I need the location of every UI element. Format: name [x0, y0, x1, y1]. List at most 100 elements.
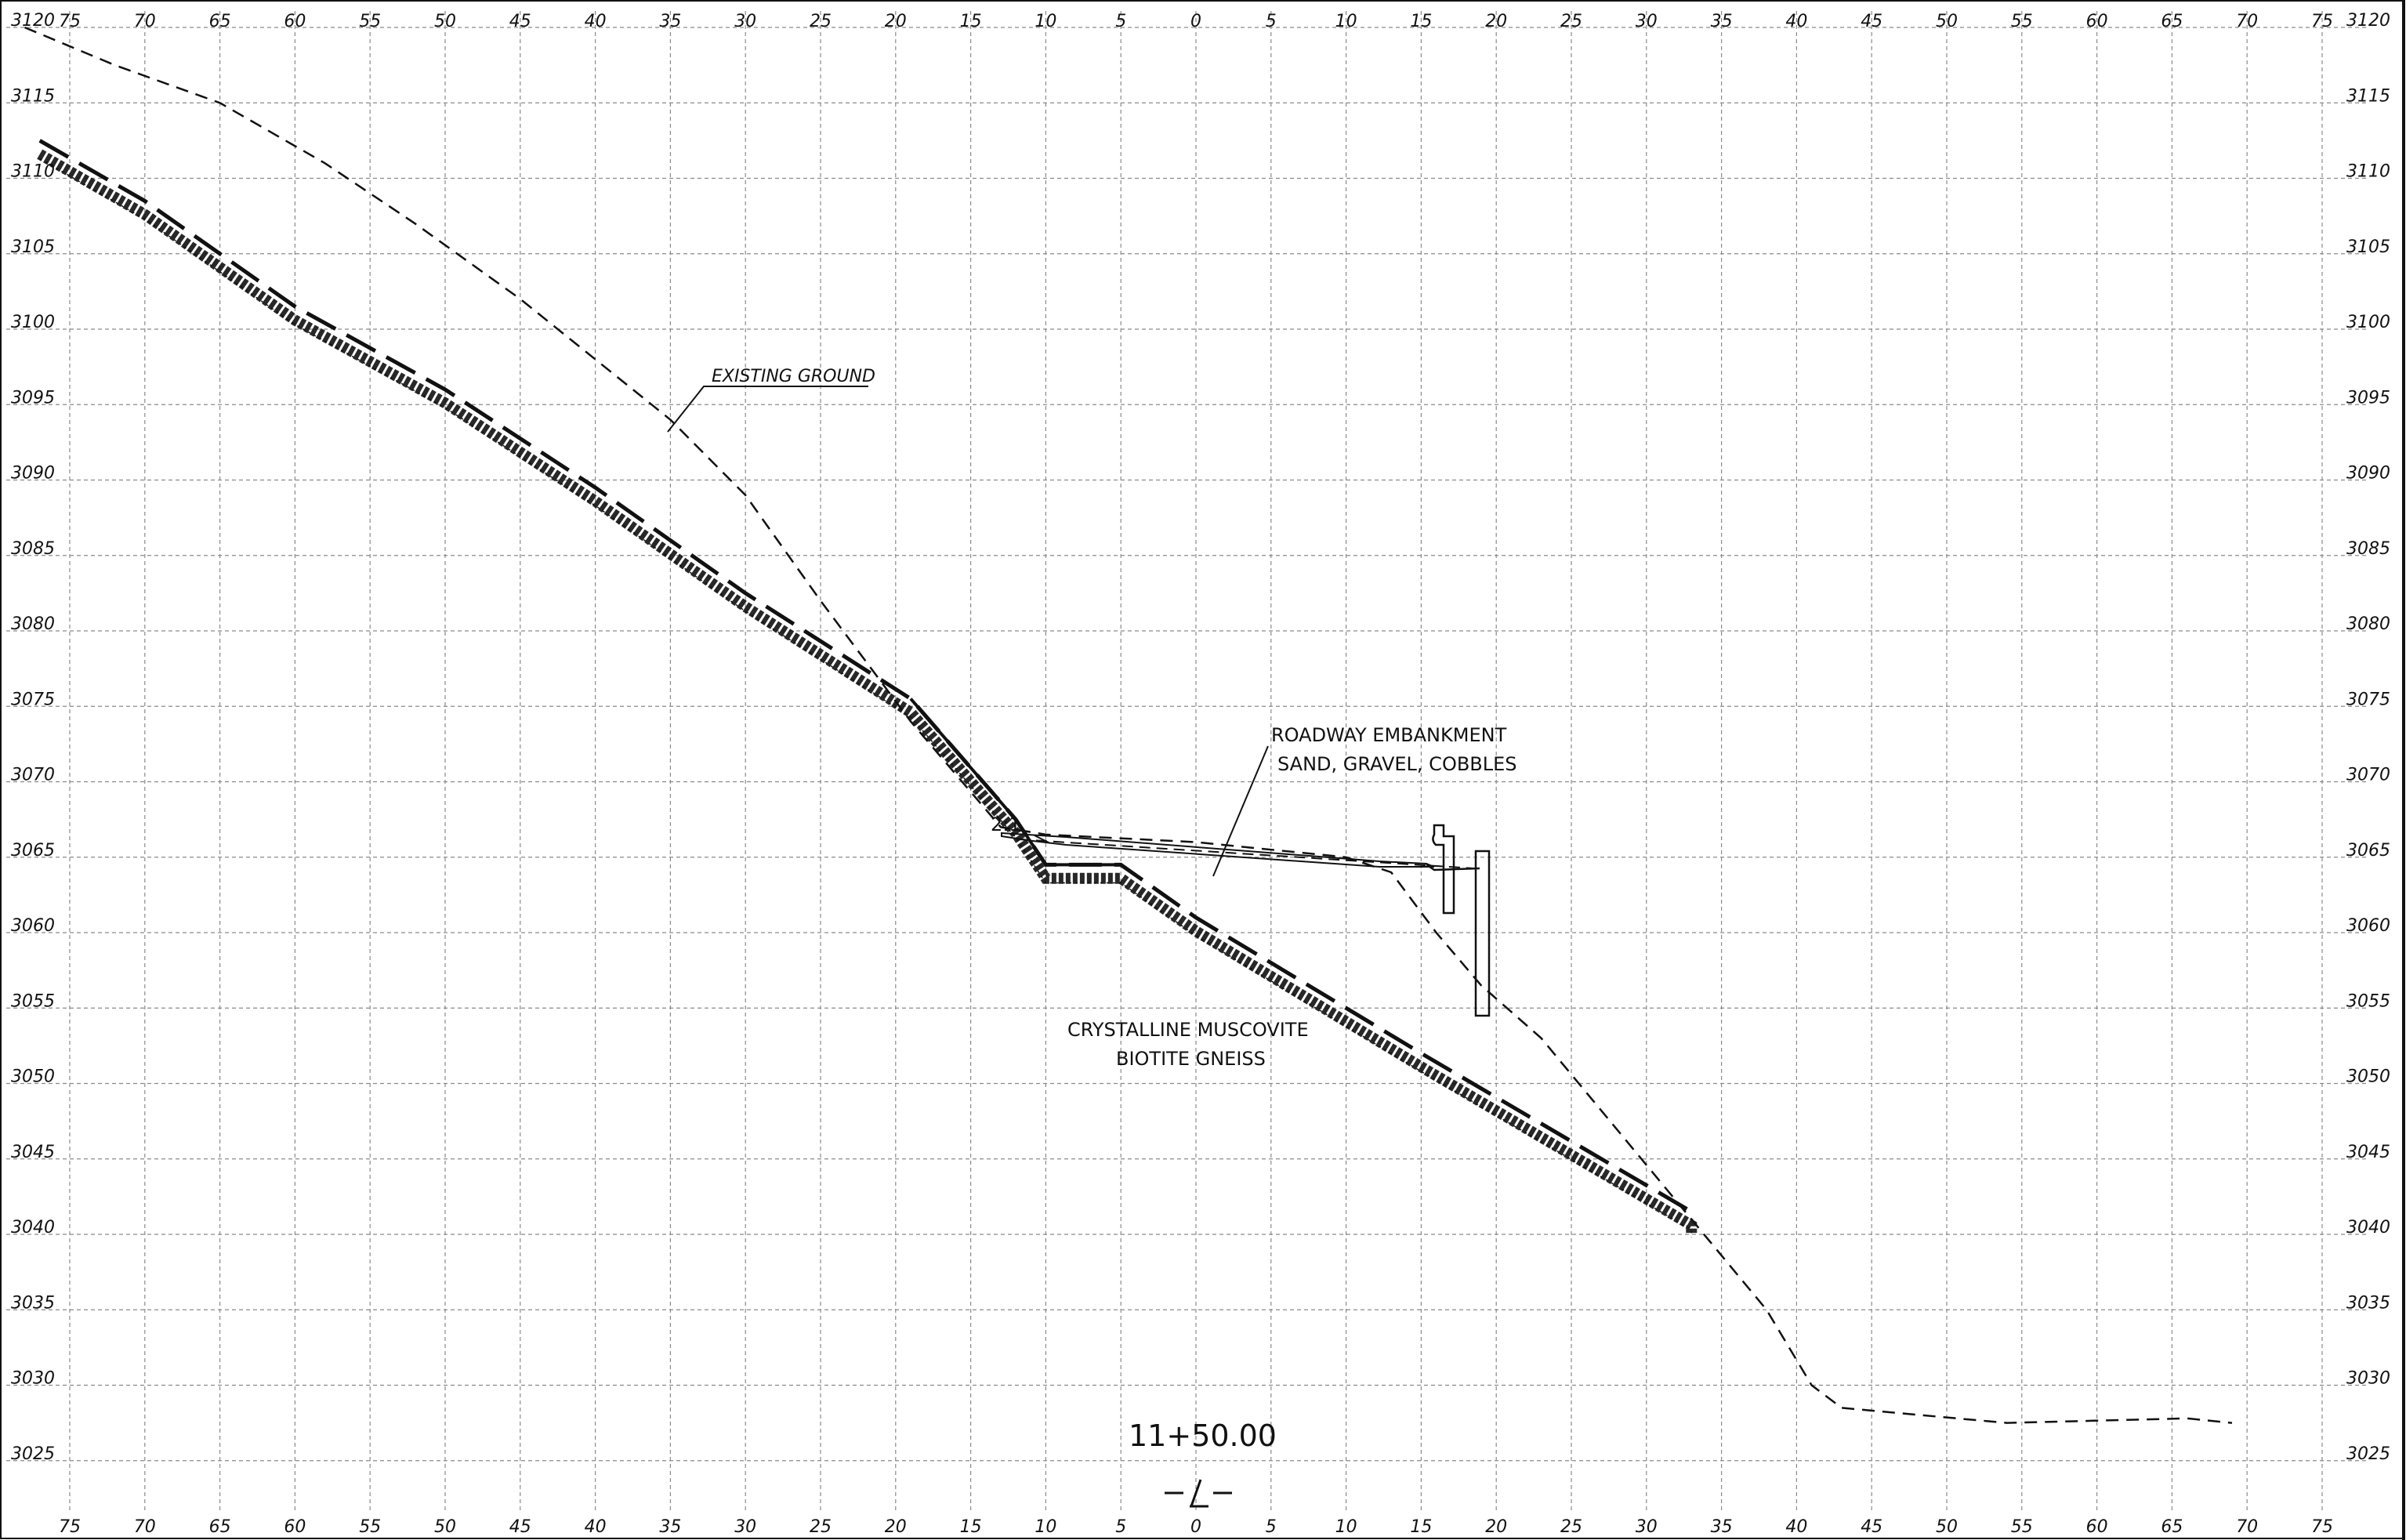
elevation-tick-label-right: 3070	[2346, 766, 2390, 785]
offset-tick-label-top: 10	[1035, 12, 1056, 31]
station-label: 11+50.00	[1129, 1419, 1277, 1453]
offset-tick-label-top: 30	[1636, 12, 1658, 31]
slope-label: 2:1	[991, 813, 1021, 835]
elevation-tick-label-right: 3090	[2346, 464, 2390, 484]
offset-tick-label-top: 65	[209, 12, 231, 31]
elevation-tick-label-left: 3030	[11, 1369, 55, 1389]
elevation-tick-label-left: 3055	[11, 991, 55, 1011]
offset-tick-label-top: 70	[134, 12, 156, 31]
elevation-tick-label-left: 3105	[11, 237, 55, 257]
roadway-structure	[1001, 745, 1491, 1017]
offset-tick-label-top: 50	[434, 12, 456, 31]
pavement-edge	[1034, 835, 1051, 844]
offset-tick-label-bottom: 25	[810, 1517, 832, 1537]
elevation-tick-label-left: 3045	[11, 1143, 55, 1162]
offset-tick-label-bottom: 75	[59, 1517, 81, 1537]
elevation-tick-label-left: 3120	[11, 11, 55, 31]
elevation-tick-label-right: 3115	[2346, 86, 2390, 106]
offset-tick-label-top: 25	[810, 12, 832, 31]
offset-tick-label-bottom: 25	[1560, 1517, 1582, 1537]
offset-tick-label-bottom: 30	[1636, 1517, 1658, 1537]
elevation-tick-label-right: 3025	[2346, 1444, 2390, 1464]
offset-tick-label-top: 30	[734, 12, 756, 31]
elevation-tick-label-left: 3110	[11, 162, 55, 182]
offset-tick-label-bottom: 55	[359, 1517, 381, 1537]
offset-tick-label-bottom: 10	[1335, 1517, 1357, 1537]
existing-ground-label: EXISTING GROUND	[712, 367, 875, 386]
offset-tick-label-top: 5	[1115, 12, 1126, 31]
offset-tick-label-bottom: 10	[1035, 1517, 1056, 1537]
subgrade-line	[1018, 839, 1474, 869]
offset-tick-label-bottom: 30	[734, 1517, 756, 1537]
offset-tick-label-top: 70	[2236, 12, 2258, 31]
elevation-tick-label-left: 3085	[11, 539, 55, 559]
elevation-tick-label-right: 3060	[2346, 916, 2390, 936]
offset-tick-label-bottom: 45	[1861, 1517, 1882, 1537]
rock-hatch-pattern	[39, 158, 1693, 1237]
elevation-tick-label-right: 3065	[2346, 841, 2390, 861]
centerline-symbol	[1165, 1479, 1232, 1508]
offset-tick-label-bottom: 0	[1190, 1517, 1201, 1537]
embankment-label-line1: ROADWAY EMBANKMENT	[1271, 724, 1507, 746]
offset-tick-label-bottom: 40	[1785, 1517, 1807, 1537]
offset-tick-label-bottom: 40	[585, 1517, 607, 1537]
barrier-curb	[1432, 824, 1455, 915]
elevation-tick-label-left: 3080	[11, 614, 55, 634]
offset-tick-label-top: 50	[1936, 12, 1958, 31]
offset-tick-label-top: 45	[1861, 12, 1882, 31]
elevation-tick-label-right: 3075	[2346, 690, 2390, 709]
existing-ground-line	[24, 26, 2233, 1424]
elevation-tick-label-right: 3085	[2346, 539, 2390, 559]
rock-hatch-band	[37, 149, 1698, 1234]
offset-tick-label-top: 15	[960, 12, 982, 31]
embankment-label-line2: SAND, GRAVEL, COBBLES	[1277, 753, 1517, 775]
elevation-tick-label-left: 3095	[11, 388, 55, 408]
offset-tick-label-top: 35	[659, 12, 681, 31]
offset-tick-label-bottom: 5	[1115, 1517, 1126, 1537]
offset-tick-label-top: 15	[1410, 12, 1432, 31]
offset-tick-label-top: 45	[509, 12, 531, 31]
offset-tick-label-top: 40	[1785, 12, 1807, 31]
elevation-tick-label-right: 3095	[2346, 388, 2390, 408]
retaining-wall	[1474, 850, 1491, 1017]
elevation-tick-label-left: 3075	[11, 690, 55, 709]
elevation-tick-label-left: 3115	[11, 86, 55, 106]
elevation-tick-label-left: 3070	[11, 766, 55, 785]
offset-tick-label-bottom: 60	[2086, 1517, 2108, 1537]
offset-tick-label-bottom: 15	[960, 1517, 982, 1537]
elevation-tick-label-left: 3035	[11, 1293, 55, 1313]
elevation-tick-label-right: 3055	[2346, 991, 2390, 1011]
offset-tick-label-top: 65	[2161, 12, 2183, 31]
offset-tick-label-bottom: 55	[2011, 1517, 2033, 1537]
offset-tick-label-top: 0	[1190, 12, 1201, 31]
rock-label-line1: CRYSTALLINE MUSCOVITE	[1067, 1019, 1309, 1041]
offset-tick-label-bottom: 65	[209, 1517, 231, 1537]
offset-tick-label-top: 75	[2311, 12, 2333, 31]
offset-tick-label-bottom: 5	[1266, 1517, 1277, 1537]
rock-label-line2: BIOTITE GNEISS	[1116, 1048, 1266, 1070]
offset-tick-label-top: 40	[585, 12, 607, 31]
elevation-tick-label-left: 3060	[11, 916, 55, 936]
elevation-tick-label-right: 3035	[2346, 1293, 2390, 1313]
offset-tick-label-bottom: 65	[2161, 1517, 2183, 1537]
elevation-tick-label-right: 3110	[2346, 162, 2390, 182]
offset-tick-label-top: 60	[284, 12, 306, 31]
offset-tick-label-bottom: 20	[885, 1517, 907, 1537]
elevation-tick-label-left: 3040	[11, 1218, 55, 1237]
offset-tick-label-bottom: 35	[659, 1517, 681, 1537]
offset-tick-label-top: 55	[359, 12, 381, 31]
offset-tick-label-bottom: 20	[1485, 1517, 1507, 1537]
elevation-tick-label-right: 3080	[2346, 614, 2390, 634]
offset-tick-label-top: 5	[1266, 12, 1277, 31]
offset-tick-label-bottom: 75	[2311, 1517, 2333, 1537]
profiles	[24, 26, 2233, 1424]
rock-line	[38, 139, 1694, 1219]
offset-tick-label-top: 55	[2011, 12, 2033, 31]
elevation-tick-label-left: 3065	[11, 841, 55, 861]
elevation-tick-label-left: 3090	[11, 464, 55, 484]
axis-labels: 7575707065656060555550504545404035353030…	[11, 11, 2390, 1537]
offset-tick-label-bottom: 50	[434, 1517, 456, 1537]
